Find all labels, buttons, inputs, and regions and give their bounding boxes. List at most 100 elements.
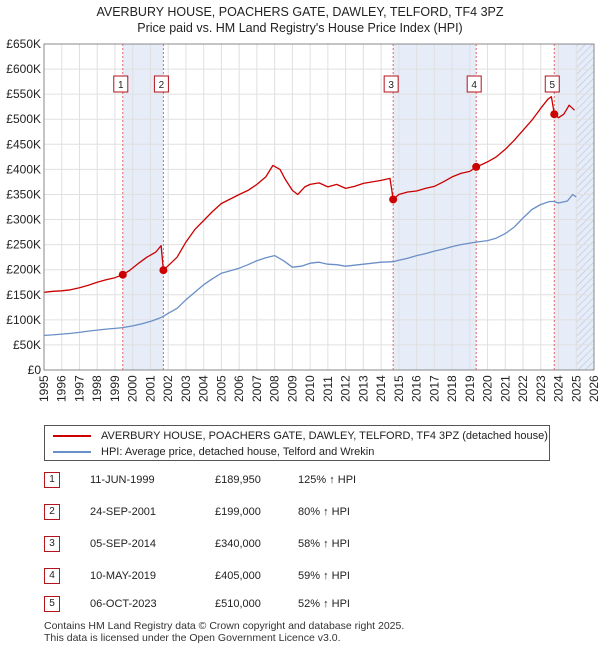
sale-hpi-change: 80% ↑ HPI xyxy=(298,506,350,518)
hpi-line xyxy=(43,193,577,337)
sale-point xyxy=(550,110,559,119)
x-tick-label: 2024 xyxy=(552,375,566,402)
sale-price: £405,000 xyxy=(215,570,261,582)
sale-marker-label: 5 xyxy=(549,80,555,91)
x-tick-label: 2009 xyxy=(285,375,299,402)
sale-markers: 1 2 3 4 5 xyxy=(113,75,560,93)
x-tick-label: 1998 xyxy=(90,375,104,402)
legend-swatch-hpi xyxy=(53,451,91,453)
x-tick-label: 2005 xyxy=(214,375,228,402)
x-tick-label: 2006 xyxy=(232,375,246,402)
sale-point xyxy=(389,195,398,204)
sale-date: 11-JUN-1999 xyxy=(90,474,155,486)
x-tick-label: 2019 xyxy=(463,375,477,402)
chart-title: AVERBURY HOUSE, POACHERS GATE, DAWLEY, T… xyxy=(0,4,600,36)
y-tick-label: £250K xyxy=(6,238,41,252)
sale-date: 05-SEP-2014 xyxy=(90,538,157,550)
x-tick-label: 2021 xyxy=(498,375,512,402)
sale-marker-label: 2 xyxy=(159,80,165,91)
sale-date: 06-OCT-2023 xyxy=(90,598,157,610)
sale-hpi-change: 58% ↑ HPI xyxy=(298,538,350,550)
sale-marker-box xyxy=(544,75,560,93)
x-tick-label: 2003 xyxy=(179,375,193,402)
sale-interval-bands xyxy=(122,44,577,370)
x-tick-label: 2026 xyxy=(587,375,600,402)
x-tick-label: 2011 xyxy=(321,376,335,402)
x-tick-labels: 1995 1996 1997 1998 1999 2000 2001 2002 2003 2004… xyxy=(37,375,600,402)
x-tick-label: 2018 xyxy=(445,375,459,402)
sale-row: 3 05-SEP-2014 £340,000 58% ↑ HPI xyxy=(40,536,400,554)
sale-row: 4 10-MAY-2019 £405,000 59% ↑ HPI xyxy=(40,568,400,586)
sale-number-badge: 1 xyxy=(44,472,60,488)
y-tick-label: £50K xyxy=(13,338,41,352)
legend-item-hpi: HPI: Average price, detached house, Telf… xyxy=(53,445,374,459)
shaded-band xyxy=(122,44,164,370)
x-tick-label: 2017 xyxy=(427,375,441,402)
x-tick-label: 2022 xyxy=(516,375,530,402)
forecast-hatch-region xyxy=(576,44,594,370)
sale-number-badge: 5 xyxy=(44,596,60,612)
x-tick-label: 2014 xyxy=(374,375,388,402)
shaded-band xyxy=(554,44,577,370)
x-tick-label: 1999 xyxy=(108,375,122,402)
x-tick-label: 2023 xyxy=(534,375,548,402)
x-tick-label: 1996 xyxy=(55,375,69,402)
sale-hpi-change: 52% ↑ HPI xyxy=(298,598,350,610)
sale-row: 1 11-JUN-1999 £189,950 125% ↑ HPI xyxy=(40,472,400,490)
y-tick-label: £300K xyxy=(6,213,41,227)
sale-price: £510,000 xyxy=(215,598,261,610)
footer-line-2: This data is licensed under the Open Gov… xyxy=(44,632,341,644)
x-tick-label: 1995 xyxy=(37,375,51,402)
footer-line-1: Contains HM Land Registry data © Crown c… xyxy=(44,620,405,632)
sale-marker-box xyxy=(153,75,169,93)
y-tick-labels: £0 £50K £100K £150K £200K £250K £300K £350K £400… xyxy=(6,37,41,377)
sale-marker-label: 4 xyxy=(471,80,477,91)
sale-points xyxy=(118,110,559,279)
x-tick-label: 2007 xyxy=(250,375,264,402)
y-tick-label: £600K xyxy=(6,62,41,76)
sale-number-badge: 3 xyxy=(44,536,60,552)
sale-price: £340,000 xyxy=(215,538,261,550)
sale-marker-box xyxy=(383,75,399,93)
x-tick-label: 2016 xyxy=(410,375,424,402)
property-price-line xyxy=(43,96,575,293)
legend-label-hpi: HPI: Average price, detached house, Telf… xyxy=(101,446,375,458)
chart-legend: AVERBURY HOUSE, POACHERS GATE, DAWLEY, T… xyxy=(44,425,550,461)
sale-number-badge: 2 xyxy=(44,504,60,520)
sale-row: 2 24-SEP-2001 £199,000 80% ↑ HPI xyxy=(40,504,400,522)
price-chart: 1 2 3 4 5 £0 £50K £100K £150K £200K £250K £300K £35… xyxy=(6,37,600,402)
sale-price: £199,000 xyxy=(215,506,261,518)
x-tick-label: 2020 xyxy=(481,375,495,402)
sale-date: 24-SEP-2001 xyxy=(90,506,157,518)
sale-number-badge: 4 xyxy=(44,568,60,584)
title-line-2: Price paid vs. HM Land Registry's House … xyxy=(137,21,463,35)
legend-swatch-property xyxy=(53,435,91,437)
hatch-pattern xyxy=(576,44,594,370)
sale-price: £189,950 xyxy=(215,474,261,486)
x-tick-label: 2008 xyxy=(268,375,282,402)
sale-marker-label: 1 xyxy=(118,80,124,91)
legend-item-property: AVERBURY HOUSE, POACHERS GATE, DAWLEY, T… xyxy=(53,429,548,443)
x-tick-label: 2012 xyxy=(339,375,353,402)
y-tick-label: £550K xyxy=(6,87,41,101)
footer-attribution: Contains HM Land Registry data © Crown c… xyxy=(44,620,404,644)
legend-label-property: AVERBURY HOUSE, POACHERS GATE, DAWLEY, T… xyxy=(101,430,548,442)
x-tick-label: 2004 xyxy=(197,375,211,402)
y-tick-label: £0 xyxy=(28,363,42,377)
x-tick-label: 2025 xyxy=(569,375,583,402)
y-tick-label: £500K xyxy=(6,112,41,126)
y-tick-label: £200K xyxy=(6,263,41,277)
y-tick-label: £150K xyxy=(6,288,41,302)
sale-marker-label: 3 xyxy=(388,80,394,91)
y-tick-label: £400K xyxy=(6,162,41,176)
y-tick-label: £100K xyxy=(6,313,41,327)
y-tick-label: £350K xyxy=(6,187,41,201)
x-tick-label: 2000 xyxy=(126,375,140,402)
chart-axes xyxy=(43,43,595,371)
x-tick-label: 2010 xyxy=(303,375,317,402)
series-lines xyxy=(43,96,577,337)
x-tick-label: 1997 xyxy=(72,375,86,402)
title-line-1: AVERBURY HOUSE, POACHERS GATE, DAWLEY, T… xyxy=(96,5,504,19)
plot-frame xyxy=(43,43,595,371)
sale-hpi-change: 125% ↑ HPI xyxy=(298,474,357,486)
